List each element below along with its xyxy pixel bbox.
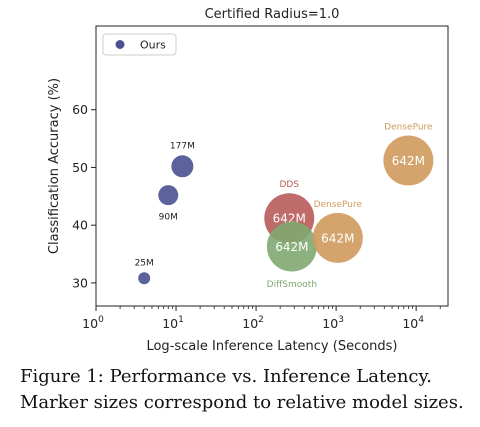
data-point-2: 177M [170, 141, 195, 178]
point-label-2: 177M [170, 141, 195, 151]
bubble-inner-label-5: 642M [321, 231, 354, 245]
bubble-5 [312, 212, 363, 263]
x-tick-label-100: 102 [242, 315, 264, 331]
point-label-0: 25M [135, 258, 154, 268]
y-tick-label-50: 50 [72, 160, 88, 175]
data-points: 25M 90M 177M 642M DDS 642M DiffSmooth 642M Dense… [135, 123, 434, 290]
x-tick-label-1: 100 [82, 315, 104, 331]
plot-frame [95, 25, 449, 307]
data-point-6: 642M DensePure [383, 123, 434, 186]
bubble-0 [138, 272, 151, 285]
y-tick-label-60: 60 [72, 102, 88, 117]
legend-frame [102, 33, 177, 56]
x-axis-label: Log-scale Inference Latency (Seconds) [146, 339, 397, 354]
x-tick-label-10: 101 [162, 315, 184, 331]
x-tick-label-1000: 103 [322, 315, 344, 331]
bubble-6 [383, 135, 434, 186]
figure-caption: Figure 1: Performance vs. Inference Late… [20, 364, 472, 416]
caption-line-2: Marker sizes correspond to relative mode… [20, 392, 464, 413]
y-axis-label: Classification Accuracy (%) [47, 78, 62, 254]
point-label-5: DensePure [314, 200, 363, 210]
data-point-4: 642M DiffSmooth [266, 221, 317, 290]
point-label-6: DensePure [384, 123, 433, 133]
point-label-1: 90M [159, 212, 178, 222]
data-point-5: 642M DensePure [312, 200, 363, 263]
data-point-0: 25M [135, 258, 154, 285]
point-label-4: DiffSmooth [267, 280, 317, 290]
y-tick-label-30: 30 [72, 275, 88, 290]
legend-label: Ours [140, 39, 166, 52]
bubble-4 [266, 221, 317, 272]
y-tick-label-40: 40 [72, 218, 88, 233]
bubble-inner-label-6: 642M [392, 154, 425, 168]
legend-marker [115, 40, 125, 49]
y-axis: 30 40 50 60 [72, 102, 96, 290]
bubble-inner-label-4: 642M [275, 240, 308, 254]
bubble-2 [171, 155, 194, 178]
x-tick-label-10000: 104 [402, 315, 424, 331]
x-axis: 100 101 102 103 104 [82, 306, 441, 331]
legend: Ours [102, 33, 177, 56]
point-label-3: DDS [279, 180, 299, 190]
bubble-1 [158, 185, 179, 206]
data-point-1: 90M [158, 185, 179, 222]
caption-line-1: Figure 1: Performance vs. Inference Late… [20, 366, 433, 387]
chart-title: Certified Radius=1.0 [205, 7, 340, 22]
